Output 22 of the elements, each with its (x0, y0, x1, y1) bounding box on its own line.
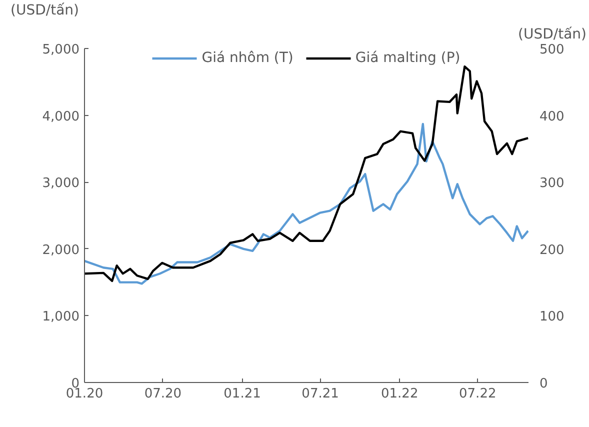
y-tick-label: 4,000 (42, 109, 80, 124)
y2-tick-label: 0 (540, 376, 548, 392)
y-tick-label: 2,000 (42, 242, 80, 258)
y2-tick-label: 200 (540, 242, 564, 258)
x-tick-label: 01.21 (224, 386, 261, 402)
y-axis-title: (USD/tấn) (10, 2, 79, 18)
legend-label: Giá malting (P) (355, 50, 460, 66)
legend-label: Giá nhôm (T) (202, 50, 294, 66)
y2-axis-title: (USD/tấn) (518, 26, 587, 42)
y2-tick-label: 500 (540, 42, 564, 58)
line-series (84, 122, 528, 285)
x-tick-label: 01.22 (381, 386, 418, 402)
x-tick-label: 07.22 (459, 386, 496, 402)
y2-tick-label: 300 (540, 176, 564, 192)
y2-tick-label: 100 (540, 310, 564, 325)
y-tick-label: 5,000 (42, 42, 80, 58)
x-tick-label: 07.21 (302, 386, 339, 402)
line-series (84, 65, 528, 282)
y2-tick-label: 400 (540, 109, 564, 124)
x-tick-label: 07.20 (144, 386, 182, 402)
y-tick-label: 1,000 (42, 310, 80, 325)
y-tick-label: 3,000 (42, 176, 80, 192)
